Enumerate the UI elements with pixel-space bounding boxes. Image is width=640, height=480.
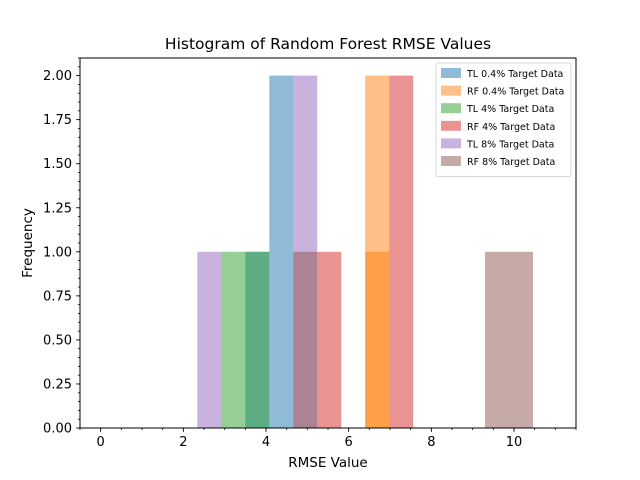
legend-label-rf-4-target-data: RF 4% Target Data [467,122,555,133]
series-rf-8-target-data [293,251,534,428]
legend-swatch-tl-8-target-data [441,138,461,149]
series-rf-4-target-data [317,75,414,428]
x-tick-label: 10 [506,435,523,450]
y-tick-label: 1.25 [43,201,72,216]
x-axis-label: RMSE Value [288,455,368,471]
bar-rf-8-target-data-1 [485,251,510,428]
x-tick-label: 2 [179,435,187,450]
bar-rf-8-target-data-0 [293,251,318,428]
series-tl-4-target-data [221,251,270,428]
y-tick-label: 2.00 [43,69,72,84]
bar-rf-4-target-data-0 [317,251,342,428]
legend-label-tl-4-target-data: TL 4% Target Data [466,104,554,115]
x-tick-label: 6 [345,435,353,450]
bar-tl-4-target-data-1 [245,251,270,428]
legend-swatch-tl-4-target-data [441,103,461,114]
x-axis-ticks: 0 2 4 6 8 10 [79,428,577,450]
legend-label-rf-8-target-data: RF 8% Target Data [467,157,555,168]
y-tick-label: 1.00 [43,245,72,260]
chart-title: Histogram of Random Forest RMSE Values [165,35,491,53]
y-tick-label: 0.50 [43,333,72,348]
x-tick-label: 8 [427,435,435,450]
y-axis-ticks: 0.00 0.25 0.50 0.75 1.00 1.25 1.50 1.75 2.00 [43,57,80,437]
x-tick-label: 0 [97,435,105,450]
legend-label-tl-0-4-target-data: TL 0.4% Target Data [466,69,563,80]
x-tick-label: 4 [262,435,270,450]
bar-tl-0-4-target-data-1 [269,75,294,428]
y-tick-label: 0.00 [43,422,72,437]
legend-swatch-rf-0-4-target-data [441,85,461,96]
bar-tl-8-target-data-0 [197,251,222,428]
bar-tl-4-target-data-0 [221,251,246,428]
bar-rf-8-target-data-2 [509,251,534,428]
y-tick-label: 1.75 [43,113,72,128]
bar-rf-4-target-data-1 [389,75,414,428]
y-tick-label: 1.50 [43,157,72,172]
bar-rf-0-4-target-data-1 [365,75,390,428]
legend: TL 0.4% Target Data RF 0.4% Target Data TL… [435,62,572,177]
legend-swatch-tl-0-4-target-data [441,68,461,78]
y-axis-label: Frequency [20,208,36,278]
legend-swatch-rf-4-target-data [441,120,461,131]
bars-layer [197,75,534,428]
legend-box [435,62,572,177]
series-rf-0-4-target-data [365,75,390,428]
legend-label-tl-8-target-data: TL 8% Target Data [466,139,554,150]
y-tick-label: 0.75 [43,289,72,304]
legend-swatch-rf-8-target-data [441,156,461,166]
legend-label-rf-0-4-target-data: RF 0.4% Target Data [467,87,564,98]
y-tick-label: 0.25 [43,377,72,392]
